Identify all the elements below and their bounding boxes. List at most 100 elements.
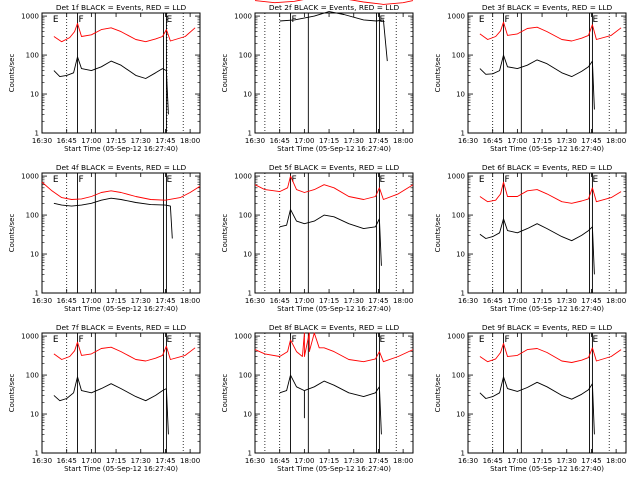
plot-frame xyxy=(41,12,201,134)
x-tick-label: 16:45 xyxy=(57,297,77,305)
event-rate-series xyxy=(279,374,382,435)
x-tick-label: 17:00 xyxy=(507,137,527,145)
x-tick-label: 16:45 xyxy=(483,297,503,305)
x-tick-label: 16:30 xyxy=(32,137,52,145)
x-tick-label: 17:45 xyxy=(581,457,601,465)
y-tick-label: 1 xyxy=(461,450,465,458)
plot-frame xyxy=(467,332,627,454)
x-axis-label: Start Time (05-Sep-12 16:27:40) xyxy=(64,305,178,313)
panel-title: Det 4f BLACK = Events, RED = LLD xyxy=(56,163,187,172)
lld-rate-series xyxy=(479,21,622,42)
x-tick-label: 17:00 xyxy=(81,297,101,305)
event-marker-label: F xyxy=(292,175,297,185)
event-marker-label: E xyxy=(479,175,485,185)
x-tick-label: 16:45 xyxy=(270,297,290,305)
x-tick-label: 16:45 xyxy=(57,137,77,145)
detector-panel-5: Det 5f BLACK = Events, RED = LLD 16:30 16:… xyxy=(221,163,414,313)
panel-title: Det 5f BLACK = Events, RED = LLD xyxy=(269,163,400,172)
y-tick-label: 100 xyxy=(26,212,39,220)
y-tick-label: 100 xyxy=(452,372,465,380)
x-tick-label: 17:30 xyxy=(131,137,151,145)
event-rate-series xyxy=(53,197,173,239)
event-marker-label: E xyxy=(166,175,172,185)
detector-panel-4: Det 4f BLACK = Events, RED = LLD 16:30 16:… xyxy=(8,163,201,313)
y-tick-label: 1 xyxy=(248,450,252,458)
x-tick-label: 16:45 xyxy=(483,457,503,465)
x-axis-label: Start Time (05-Sep-12 16:27:40) xyxy=(64,465,178,473)
x-axis-label: Start Time (05-Sep-12 16:27:40) xyxy=(277,305,391,313)
x-tick-label: 17:30 xyxy=(344,137,364,145)
x-axis-label: Start Time (05-Sep-12 16:27:40) xyxy=(64,145,178,153)
y-axis-label: Counts/sec xyxy=(434,374,442,413)
x-tick-label: 17:30 xyxy=(557,297,577,305)
plot-frame xyxy=(41,172,201,294)
y-tick-label: 100 xyxy=(239,212,252,220)
event-marker-label: F xyxy=(505,15,510,25)
event-rate-series xyxy=(53,376,169,435)
x-tick-label: 18:00 xyxy=(180,137,200,145)
y-axis-label: Counts/sec xyxy=(221,54,229,93)
x-tick-label: 17:00 xyxy=(81,457,101,465)
x-tick-label: 17:30 xyxy=(131,297,151,305)
x-tick-label: 18:00 xyxy=(393,137,413,145)
x-tick-label: 18:00 xyxy=(180,297,200,305)
y-tick-label: 10 xyxy=(243,251,252,259)
x-tick-label: 16:30 xyxy=(458,297,478,305)
y-tick-label: 1 xyxy=(248,290,252,298)
x-tick-label: 17:15 xyxy=(319,137,339,145)
y-tick-label: 10 xyxy=(243,91,252,99)
y-tick-label: 1000 xyxy=(21,173,39,181)
x-tick-label: 17:00 xyxy=(507,457,527,465)
x-tick-label: 18:00 xyxy=(606,457,626,465)
x-tick-label: 17:00 xyxy=(294,297,314,305)
x-tick-label: 17:00 xyxy=(294,457,314,465)
event-marker-label: F xyxy=(292,335,297,345)
event-marker-label: E xyxy=(592,15,598,25)
event-marker-label: F xyxy=(79,15,84,25)
y-tick-label: 100 xyxy=(239,372,252,380)
x-tick-label: 17:30 xyxy=(344,457,364,465)
y-tick-label: 100 xyxy=(26,52,39,60)
event-rate-series xyxy=(53,56,169,115)
event-marker-label: E xyxy=(379,335,385,345)
y-tick-label: 100 xyxy=(452,212,465,220)
event-marker-label: E xyxy=(479,335,485,345)
y-tick-label: 10 xyxy=(30,411,39,419)
event-marker-label: E xyxy=(53,15,59,25)
y-tick-label: 10 xyxy=(456,91,465,99)
event-marker-label: E xyxy=(166,15,172,25)
x-axis-label: Start Time (05-Sep-12 16:27:40) xyxy=(490,465,604,473)
y-tick-label: 10 xyxy=(243,411,252,419)
x-tick-label: 17:45 xyxy=(155,457,175,465)
x-tick-label: 16:45 xyxy=(270,457,290,465)
x-tick-label: 18:00 xyxy=(606,297,626,305)
event-marker-label: F xyxy=(505,335,510,345)
y-axis-label: Counts/sec xyxy=(8,374,16,413)
detector-panel-8: Det 8f BLACK = Events, RED = LLD 16:30 16:… xyxy=(221,323,414,473)
event-marker-label: E xyxy=(592,335,598,345)
x-tick-label: 17:45 xyxy=(155,297,175,305)
x-tick-label: 16:30 xyxy=(245,297,265,305)
panel-title: Det 6f BLACK = Events, RED = LLD xyxy=(482,163,613,172)
x-axis-label: Start Time (05-Sep-12 16:27:40) xyxy=(277,465,391,473)
x-tick-label: 16:30 xyxy=(458,137,478,145)
x-tick-label: 16:45 xyxy=(270,137,290,145)
y-tick-label: 1 xyxy=(35,290,39,298)
event-rate-series xyxy=(479,376,595,435)
plot-frame xyxy=(467,172,627,294)
lld-rate-series xyxy=(53,22,196,43)
x-tick-label: 17:45 xyxy=(368,137,388,145)
event-rate-series xyxy=(479,218,595,275)
plot-frame xyxy=(467,12,627,134)
x-tick-label: 17:45 xyxy=(368,457,388,465)
panel-title: Det 3f BLACK = Events, RED = LLD xyxy=(482,3,613,12)
y-tick-label: 10 xyxy=(30,251,39,259)
y-tick-label: 1 xyxy=(461,290,465,298)
lld-rate-series xyxy=(479,342,622,363)
x-tick-label: 17:00 xyxy=(294,137,314,145)
x-tick-label: 17:15 xyxy=(106,137,126,145)
y-axis-label: Counts/sec xyxy=(221,214,229,253)
x-tick-label: 18:00 xyxy=(393,297,413,305)
lld-rate-series xyxy=(254,332,414,363)
